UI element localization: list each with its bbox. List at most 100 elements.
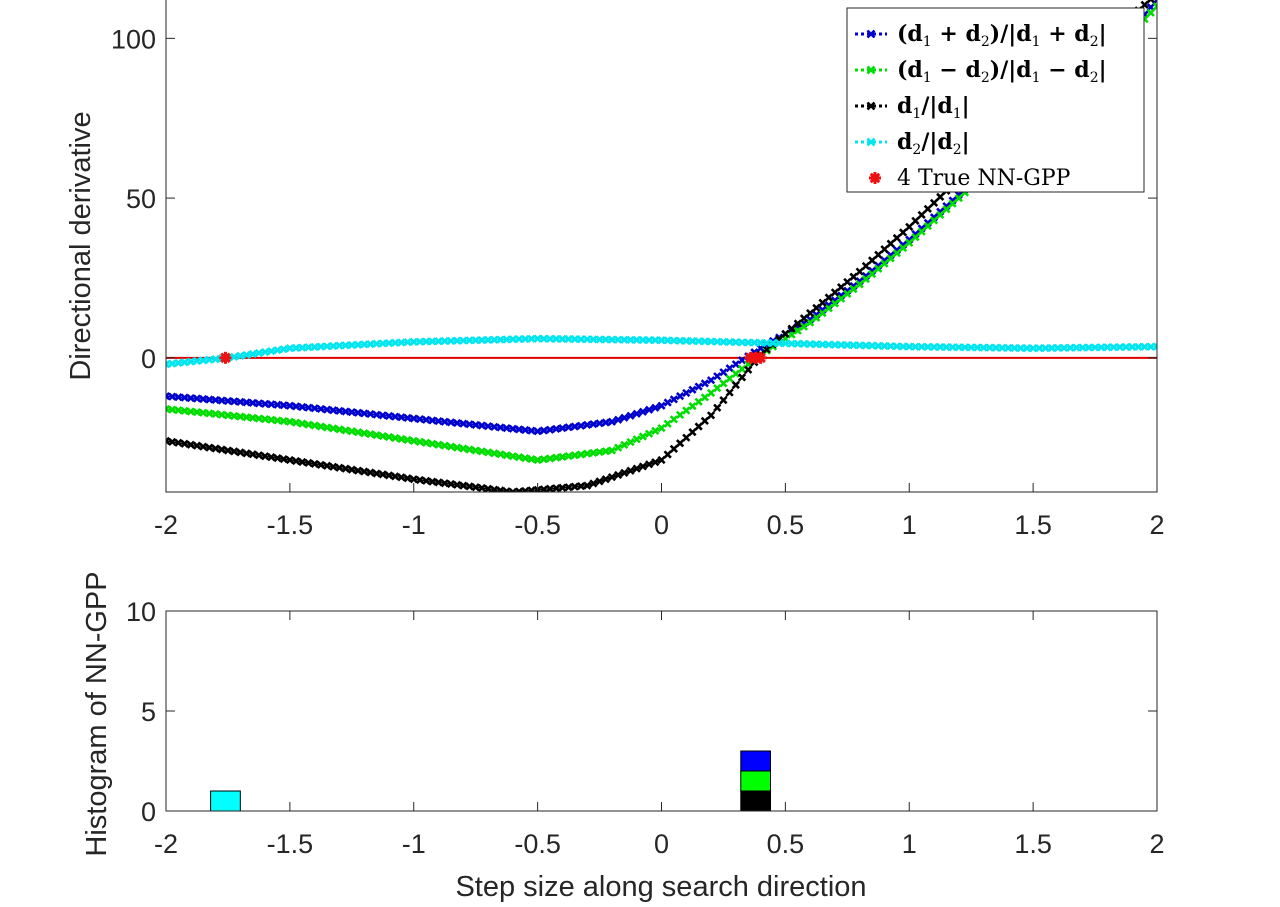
series-2-marker: [434, 440, 443, 449]
series-3-marker: [391, 472, 400, 481]
bottom-marks: [210, 750, 772, 812]
series-1-marker: [360, 409, 369, 418]
legend-entry-1: (d1 + d2)/|d1 + d2|: [855, 21, 1107, 50]
series-4-marker: [570, 335, 579, 344]
series-2-marker: [942, 205, 951, 214]
series-3-marker: [737, 373, 747, 382]
series-4-marker: [1097, 343, 1106, 352]
series-2-marker: [205, 409, 214, 418]
top-y-tick-label: 50: [126, 184, 156, 214]
series-2-marker: [192, 408, 202, 417]
series-4-marker: [1047, 343, 1056, 353]
bottom-x-tick-label: 1.5: [1014, 829, 1052, 859]
series-4-marker: [230, 352, 239, 361]
series-3-marker: [397, 473, 406, 482]
series-4-marker: [620, 335, 629, 344]
legend-marker: [866, 101, 876, 111]
bottom-x-tick-label: 1: [902, 829, 917, 859]
series-4-marker: [558, 334, 567, 344]
series-3-marker: [452, 480, 462, 489]
series-1-marker: [248, 398, 257, 407]
series-2-marker: [490, 449, 499, 458]
series-4-marker: [1078, 343, 1087, 352]
series-2-marker: [335, 425, 344, 434]
series-4-marker: [564, 334, 573, 344]
series-3-marker: [552, 484, 561, 492]
series-3-marker: [180, 439, 189, 448]
series-1-marker: [267, 400, 276, 409]
series-3-marker: [583, 481, 592, 490]
nn-gpp-points: [219, 351, 767, 364]
series-2-marker: [347, 427, 356, 436]
nn-gpp-point: [754, 351, 767, 364]
series-1-marker: [700, 379, 709, 388]
series-2-marker: [793, 326, 802, 335]
series-3-marker: [360, 467, 369, 476]
series-1-marker: [539, 426, 548, 435]
series-2-marker: [508, 452, 517, 461]
series-1-marker: [310, 404, 319, 413]
series-2-marker: [855, 280, 864, 289]
series-4-marker: [998, 343, 1007, 352]
series-2-marker: [298, 419, 307, 428]
series-3-marker: [657, 455, 666, 465]
series-4-marker: [948, 343, 957, 352]
series-2-marker: [304, 420, 313, 429]
series-3-marker: [713, 403, 722, 412]
bottom-x-tick-label: -2: [154, 829, 178, 859]
series-3-marker: [483, 484, 493, 492]
series-4-marker: [168, 359, 177, 368]
legend-entry-4: d2/|d2|: [855, 129, 970, 158]
series-2-marker: [601, 447, 610, 456]
series-1-marker: [242, 398, 251, 407]
series-1-marker: [564, 423, 573, 432]
series-3-marker: [205, 443, 214, 452]
series-4-marker: [1010, 343, 1019, 353]
series-2-marker: [812, 313, 821, 323]
series-3-marker: [682, 433, 691, 442]
series-2-marker: [861, 275, 871, 284]
bottom-panel: -2 -1.5 -1 -0.5 0 0.5 1 1.5 2 0 5 10 Histogram of N…: [81, 571, 1165, 903]
series-2-marker: [409, 436, 418, 446]
series-4-marker: [166, 360, 171, 369]
series-4-marker: [360, 340, 369, 349]
series-2-marker: [923, 221, 932, 231]
series-2-marker: [285, 417, 294, 426]
series-3-marker: [762, 345, 771, 354]
series-2-marker: [552, 453, 561, 462]
series-1-marker: [465, 420, 474, 429]
series-4-marker: [917, 342, 926, 351]
series-4-marker: [1004, 343, 1013, 353]
series-1-marker: [254, 399, 264, 408]
series-3-marker: [1140, 0, 1149, 9]
series-3-marker: [298, 457, 307, 467]
series-3-marker: [322, 461, 332, 470]
series-2-marker: [545, 454, 555, 463]
series-2-marker: [1152, 2, 1157, 11]
series-2-marker: [936, 210, 945, 219]
legend-box: [846, 7, 1145, 193]
series-1-marker: [260, 399, 270, 408]
series-1-marker: [545, 425, 555, 434]
series-2-marker: [527, 454, 536, 464]
series-1-marker: [719, 368, 728, 377]
series-2-marker: [799, 322, 809, 331]
bottom-y-tick-label: 0: [141, 797, 156, 827]
series-4-marker: [545, 334, 555, 343]
series-3-marker: [217, 445, 226, 454]
series-2-marker: [607, 446, 617, 455]
series-4-marker: [335, 341, 344, 350]
series-1-marker: [422, 415, 431, 424]
series-4-marker: [260, 347, 270, 357]
series-4-marker: [942, 342, 951, 352]
series-3-marker: [886, 239, 895, 248]
series-4-marker: [1084, 343, 1093, 352]
series-2-marker: [539, 455, 548, 464]
legend-label: d1/|d1|: [897, 93, 970, 122]
series-2-marker: [260, 415, 270, 424]
series-2-marker: [446, 442, 456, 451]
series-1-marker: [576, 421, 586, 430]
series-3-marker: [502, 487, 511, 492]
series-1-marker: [471, 420, 480, 430]
series-2-marker: [564, 451, 573, 461]
